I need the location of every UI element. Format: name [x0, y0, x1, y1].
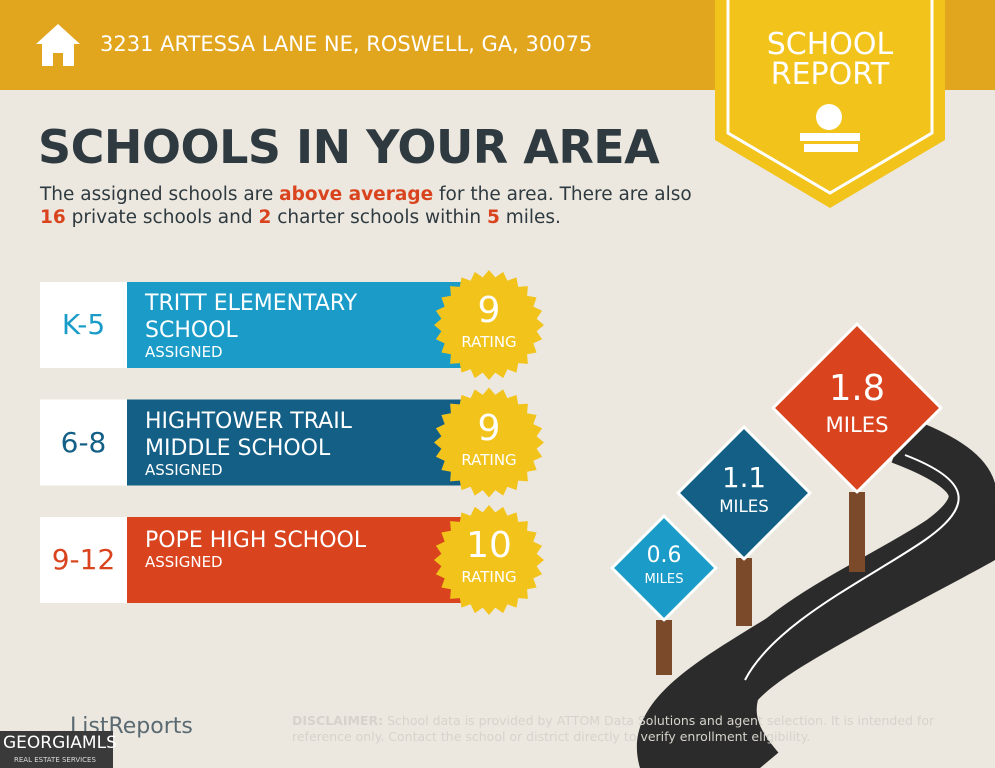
intro-text: private schools and — [65, 207, 259, 228]
sign-distance: 0.6 — [646, 543, 682, 569]
intro-text: above average — [279, 184, 434, 205]
intro: The assigned schools are above average f… — [40, 183, 700, 229]
rating: 9 — [477, 290, 501, 331]
book-icon — [804, 144, 858, 152]
sign-post — [736, 558, 752, 626]
grades: 9-12 — [51, 543, 116, 576]
intro-text: 16 — [40, 207, 66, 228]
sign-post — [656, 620, 672, 675]
sign-unit: MILES — [719, 497, 769, 516]
school-name: TRITT ELEMENTARY SCHOOL — [145, 291, 358, 343]
intro-text: for the area. There are also — [433, 184, 692, 205]
disclaimer: DISCLAIMER: School data is provided by A… — [292, 713, 952, 745]
sign-distance: 1.1 — [721, 460, 767, 494]
badge — [715, 0, 945, 208]
school-status: ASSIGNED — [145, 460, 223, 479]
watermark: GEORGIAMLS REAL ESTATE SERVICES — [0, 731, 117, 768]
intro-text: charter schools within — [271, 207, 487, 228]
school-name: HIGHTOWER TRAIL MIDDLE SCHOOL — [145, 408, 352, 461]
sign-unit: MILES — [825, 412, 889, 437]
road-line — [744, 454, 960, 681]
sign — [676, 425, 812, 561]
school-name: POPE HIGH SCHOOL — [145, 528, 367, 553]
sign-post — [849, 492, 865, 572]
rating-label: RATING — [461, 333, 517, 351]
badge-title: SCHOOL — [766, 27, 894, 62]
sign-distance: 1.8 — [828, 367, 886, 409]
intro-text: The assigned schools are — [40, 184, 280, 205]
watermark-tagline: REAL ESTATE SERVICES — [14, 756, 96, 764]
intro-text: 5 — [486, 207, 500, 228]
rating-label: RATING — [461, 450, 517, 469]
rating-label: RATING — [461, 568, 517, 586]
badge-border — [726, 0, 934, 195]
sign — [610, 514, 718, 622]
sign — [771, 322, 943, 494]
grade-box — [40, 282, 127, 368]
grade-box — [40, 517, 127, 603]
rating: 9 — [477, 407, 501, 449]
school-bar — [127, 282, 467, 368]
school-bar — [127, 517, 467, 603]
school-status: ASSIGNED — [145, 343, 223, 361]
rating-badge — [434, 505, 544, 615]
grades: K-5 — [61, 308, 106, 341]
apple-icon — [816, 104, 842, 130]
rating-badge — [434, 270, 544, 380]
grades: 6-8 — [60, 425, 107, 459]
disclaimer-label: DISCLAIMER: — [292, 713, 384, 728]
school-status: ASSIGNED — [145, 553, 223, 571]
address: 3231 ARTESSA LANE NE, ROSWELL, GA, 30075 — [100, 32, 593, 56]
intro-text: miles. — [499, 207, 561, 228]
road — [708, 417, 995, 768]
rating: 10 — [466, 525, 512, 566]
watermark-brand: GEORGIAMLS — [3, 733, 117, 753]
grade-box — [40, 399, 127, 486]
heading: SCHOOLS IN YOUR AREA — [38, 120, 660, 174]
sign-unit: MILES — [644, 572, 684, 587]
disclaimer-text: School data is provided by ATTOM Data So… — [292, 713, 935, 744]
intro-text: 2 — [258, 207, 272, 228]
badge-title: REPORT — [770, 57, 890, 92]
home-icon — [36, 24, 80, 66]
rating-badge — [434, 387, 544, 498]
book-icon — [800, 133, 860, 141]
school-bar — [127, 399, 467, 486]
